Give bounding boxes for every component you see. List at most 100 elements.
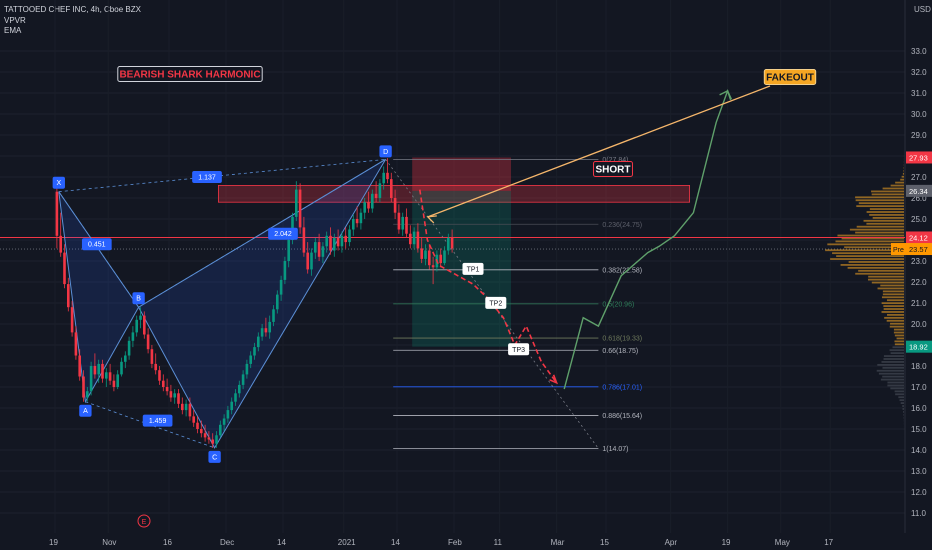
- candle-body: [439, 254, 442, 264]
- profile-bar: [887, 314, 904, 316]
- y-tick-label: 25.0: [911, 215, 927, 224]
- profile-bar: [884, 316, 904, 319]
- profile-bar: [871, 193, 904, 196]
- candles: [55, 158, 454, 448]
- profile-bar: [892, 346, 904, 349]
- candle-body: [409, 233, 412, 245]
- profile-bar: [896, 337, 904, 340]
- candle-body: [298, 189, 302, 228]
- candle-body: [443, 250, 446, 264]
- profile-bar: [878, 372, 904, 375]
- short-target-zone: [412, 190, 511, 347]
- candle-body: [287, 240, 290, 261]
- candle-body: [173, 393, 176, 398]
- price-axis: 11.012.013.014.015.016.017.018.019.020.0…: [891, 47, 932, 518]
- candle-body: [124, 355, 127, 362]
- candle-body: [317, 242, 321, 257]
- candle-body: [146, 334, 150, 350]
- target-tp1-box: [462, 262, 484, 275]
- profile-bar: [844, 246, 904, 249]
- y-tick-label: 23.0: [911, 257, 927, 266]
- target-tp1: TP1: [467, 266, 480, 273]
- pattern-ratio-line: [58, 191, 139, 308]
- resistance-zone: [217, 184, 691, 203]
- profile-bar: [902, 408, 904, 410]
- candle-body: [272, 309, 275, 322]
- y-tick-label: 33.0: [911, 47, 927, 56]
- fib-label: 0.786(17.01): [602, 384, 642, 391]
- ratio-label: 2.042: [274, 231, 292, 238]
- candle-body: [181, 403, 184, 411]
- candle-body: [230, 401, 233, 411]
- candle-body: [219, 424, 222, 436]
- profile-bar: [863, 219, 904, 222]
- candle-body: [416, 231, 420, 249]
- pattern-point-d: D: [383, 149, 388, 156]
- candle-body: [211, 439, 214, 444]
- indicator-vpvr[interactable]: VPVR: [4, 15, 26, 25]
- y-tick-label: 11.0: [911, 509, 927, 518]
- candle-body: [67, 284, 70, 308]
- pattern-point-d-box: [379, 145, 392, 158]
- price-label: 27.93: [909, 153, 928, 162]
- candle-body: [169, 391, 173, 398]
- y-tick-label: 21.0: [911, 299, 927, 308]
- target-tp2: TP2: [489, 300, 502, 307]
- x-tick-label: Dec: [220, 538, 234, 547]
- x-tick-label: May: [775, 538, 790, 547]
- candle-body: [70, 307, 74, 333]
- target-tp2-box: [485, 296, 507, 309]
- candle-body: [245, 363, 249, 375]
- price-label: 26.34: [909, 187, 928, 196]
- fib-label: 0.66(18.75): [602, 348, 638, 355]
- fib-label: 0.618(19.33): [602, 336, 642, 343]
- x-tick-label: Feb: [448, 538, 462, 547]
- candle-body: [82, 376, 85, 398]
- profile-bar: [868, 278, 904, 281]
- candle-body: [260, 328, 264, 337]
- y-tick-label: 22.0: [911, 278, 927, 287]
- chart-legend: TATTOOED CHEF INC, 4h, Cboe BZX VPVR EMA: [4, 5, 141, 37]
- price-label-prefix-box: [891, 243, 906, 256]
- grid: [0, 0, 906, 533]
- pattern-ratio-line: [58, 158, 386, 193]
- candle-body: [393, 198, 397, 213]
- candle-body: [405, 216, 408, 234]
- candle-body: [283, 261, 287, 280]
- candle-body: [352, 219, 355, 230]
- profile-bar: [827, 243, 904, 246]
- candle-body: [333, 237, 336, 251]
- candle-body: [450, 237, 454, 249]
- short-label: SHORT: [596, 165, 631, 176]
- price-label-box: [906, 243, 932, 256]
- target-tp3-box: [508, 343, 530, 356]
- pattern-point-x: X: [56, 180, 61, 187]
- candle-body: [302, 227, 306, 253]
- profile-bar: [832, 252, 904, 255]
- x-tick-label: Mar: [551, 538, 565, 547]
- candle-body: [363, 202, 366, 213]
- pattern-bcd: [137, 158, 387, 449]
- y-tick-label: 30.0: [911, 110, 927, 119]
- x-tick-label: 17: [824, 538, 833, 547]
- candle-body: [359, 212, 363, 224]
- symbol-title[interactable]: TATTOOED CHEF INC, 4h, Cboe BZX: [4, 5, 141, 14]
- candle-body: [120, 361, 123, 375]
- candle-body: [192, 416, 195, 423]
- profile-bar: [893, 328, 904, 331]
- candle-body: [264, 328, 268, 333]
- bearish-projection: [419, 189, 558, 384]
- candle-body: [310, 252, 313, 270]
- indicator-ema[interactable]: EMA: [4, 26, 22, 35]
- price-label: 23.57: [909, 245, 928, 254]
- profile-bar: [837, 234, 904, 237]
- labels: USD X A B C D 1.137 0.451 2.042 1.459 TP1 TP2 TP3 BE…: [52, 5, 931, 528]
- profile-bar: [869, 214, 904, 216]
- candle-body: [386, 172, 389, 180]
- profile-bar: [877, 363, 904, 366]
- candle-body: [207, 437, 211, 440]
- profile-bar: [894, 340, 904, 343]
- currency-label: USD: [914, 5, 931, 14]
- candle-body: [371, 193, 374, 209]
